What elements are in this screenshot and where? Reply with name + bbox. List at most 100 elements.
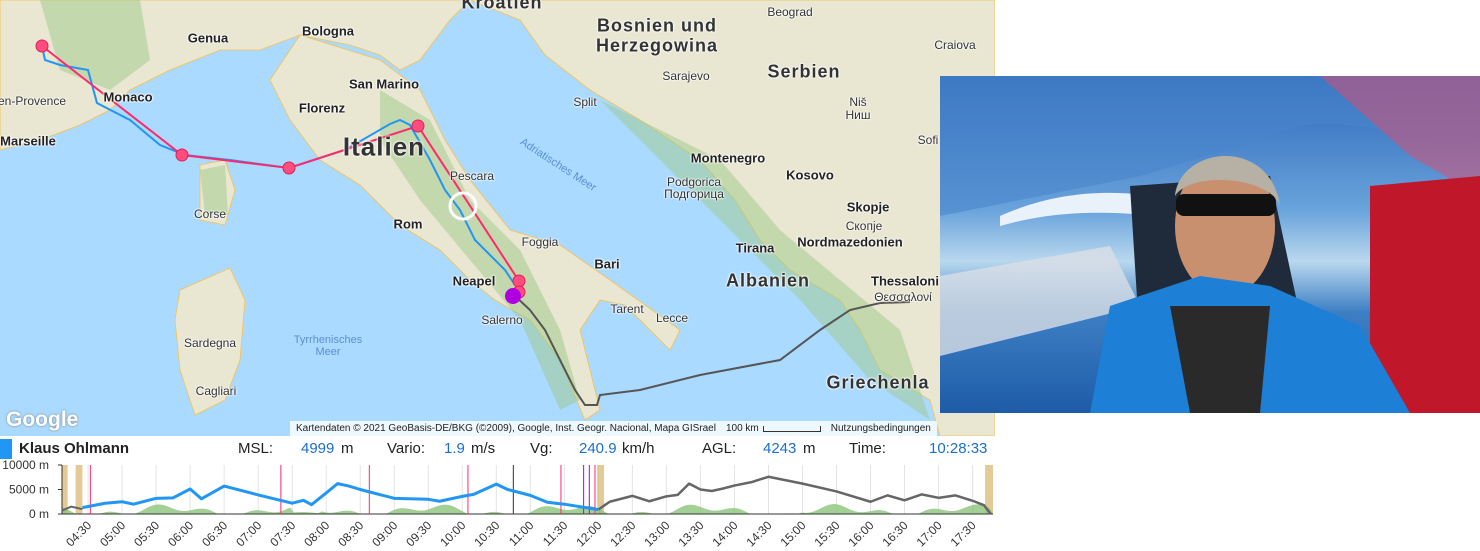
map-label: -en-Provence bbox=[0, 94, 67, 108]
map-label: Lecce bbox=[655, 311, 689, 325]
x-tick-label: 05:30 bbox=[131, 518, 162, 549]
scale-bar[interactable]: 100 km bbox=[726, 423, 821, 434]
map-label: Griechenla bbox=[826, 372, 930, 393]
vg-unit: km/h bbox=[622, 440, 655, 457]
turnpoint-marker bbox=[282, 161, 296, 175]
x-tick-label: 09:30 bbox=[403, 518, 434, 549]
vario-label: Vario: bbox=[387, 440, 426, 457]
x-tick-label: 13:00 bbox=[641, 518, 672, 549]
vario-unit: m/s bbox=[471, 440, 496, 457]
map-label: Neapel bbox=[452, 273, 496, 289]
other-altitude-line bbox=[61, 505, 83, 512]
map-label: Thessaloni bbox=[871, 273, 939, 289]
takeoff-landing-band bbox=[597, 465, 605, 514]
map-label: Kroatien bbox=[461, 0, 543, 13]
x-tick-label: 14:00 bbox=[709, 518, 740, 549]
map-label: Marseille bbox=[0, 133, 56, 149]
turnpoint-marker bbox=[35, 39, 49, 53]
turnpoint-marker bbox=[512, 274, 526, 288]
msl-label: MSL: bbox=[238, 440, 274, 457]
map-label: Albanien bbox=[725, 270, 811, 291]
y-tick-label: 0 m bbox=[29, 507, 49, 521]
attribution-text: Kartendaten © 2021 GeoBasis-DE/BKG (©200… bbox=[296, 423, 716, 434]
map-label: Nordmazedonien bbox=[797, 234, 903, 250]
map-label: Bosnien und bbox=[597, 15, 717, 36]
x-tick-label: 16:00 bbox=[846, 518, 877, 549]
cockpit-selfie-image bbox=[940, 76, 1480, 413]
time-value: 10:28:33 bbox=[929, 440, 988, 457]
map-label: Tarent bbox=[610, 302, 644, 316]
map-label: Florenz bbox=[298, 100, 346, 116]
map-terrain bbox=[0, 0, 995, 436]
time-label: Time: bbox=[849, 440, 886, 457]
map-attribution: Kartendaten © 2021 GeoBasis-DE/BKG (©200… bbox=[290, 421, 937, 436]
x-tick-label: 16:30 bbox=[880, 518, 911, 549]
google-logo: Google bbox=[6, 408, 79, 431]
map[interactable]: Kroatien Bosnien und Herzegowina Beograd Cra… bbox=[0, 0, 995, 436]
agl-label: AGL: bbox=[702, 440, 737, 457]
vg-value: 240.9 bbox=[579, 440, 617, 457]
msl-unit: m bbox=[341, 440, 354, 457]
map-label: Sarajevo bbox=[662, 69, 710, 83]
x-tick-label: 10:00 bbox=[437, 518, 468, 549]
map-label: Italien bbox=[342, 131, 426, 162]
map-label: San Marino bbox=[348, 76, 420, 92]
pilot-name[interactable]: Klaus Ohlmann bbox=[19, 440, 130, 457]
map-label: Kosovo bbox=[786, 167, 834, 183]
map-label: Cagliari bbox=[195, 384, 237, 398]
pilot-color-swatch bbox=[0, 439, 12, 459]
map-label: Salerno bbox=[481, 313, 523, 327]
map-label: Bari bbox=[594, 256, 620, 272]
vg-label: Vg: bbox=[530, 440, 553, 457]
map-label: Tirana bbox=[735, 240, 775, 256]
map-label: Podgorica bbox=[666, 175, 722, 189]
y-tick-label: 10000 m bbox=[2, 460, 49, 472]
agl-value: 4243 bbox=[763, 440, 797, 457]
map-label: Pescara bbox=[449, 169, 495, 183]
map-label: Ниш bbox=[845, 108, 871, 122]
flight-status-bar: Klaus Ohlmann MSL: 4999 m Vario: 1.9 m/s… bbox=[0, 437, 995, 461]
map-label: Genua bbox=[187, 30, 229, 46]
map-label: Split bbox=[573, 95, 597, 109]
map-label: Corse bbox=[193, 207, 227, 221]
x-tick-label: 15:30 bbox=[811, 518, 842, 549]
map-label: Tyrrhenisches bbox=[293, 334, 363, 346]
other-altitude-line bbox=[597, 475, 992, 515]
map-label: Скопје bbox=[845, 219, 883, 233]
x-tick-label: 09:00 bbox=[369, 518, 400, 549]
x-tick-label: 11:30 bbox=[540, 518, 571, 549]
x-tick-label: 14:30 bbox=[743, 518, 774, 549]
turnpoint-marker bbox=[175, 148, 189, 162]
x-tick-label: 15:00 bbox=[777, 518, 808, 549]
map-label: Meer bbox=[315, 346, 341, 358]
other-pilot-track bbox=[512, 293, 911, 406]
takeoff-landing-band bbox=[985, 465, 993, 514]
altitude-chart[interactable]: 04:30 05:00 05:30 06:00 06:30 07:00 07:30 08:00… bbox=[0, 460, 995, 551]
x-tick-label: 11:00 bbox=[506, 518, 537, 549]
map-label: Θεσσαλονί bbox=[874, 290, 932, 304]
map-label: Montenegro bbox=[690, 150, 766, 166]
glider-position-ring bbox=[448, 191, 478, 221]
map-label: Подгорица bbox=[664, 187, 724, 201]
scale-bar-line bbox=[762, 425, 821, 432]
map-label: Serbien bbox=[767, 61, 841, 82]
map-label: Skopje bbox=[846, 199, 890, 215]
map-label: Bologna bbox=[302, 23, 354, 39]
x-tick-label: 06:30 bbox=[199, 518, 230, 549]
terms-link[interactable]: Nutzungsbedingungen bbox=[830, 423, 931, 434]
map-label: Sardegna bbox=[183, 336, 237, 350]
map-label: Rom bbox=[393, 216, 423, 232]
x-tick-label: 12:00 bbox=[573, 518, 604, 549]
map-label: Beograd bbox=[767, 5, 813, 19]
x-tick-label: 10:30 bbox=[471, 518, 502, 549]
scale-label: 100 km bbox=[725, 423, 759, 434]
x-tick-label: 08:00 bbox=[301, 518, 332, 549]
y-tick-label: 5000 m bbox=[9, 483, 49, 497]
altitude-line bbox=[82, 482, 599, 512]
x-tick-label: 17:00 bbox=[914, 518, 945, 549]
x-tick-label: 12:30 bbox=[607, 518, 638, 549]
vario-value: 1.9 bbox=[444, 440, 465, 457]
takeoff-landing-band bbox=[62, 465, 68, 514]
x-tick-label: 06:00 bbox=[165, 518, 196, 549]
current-position-marker bbox=[505, 288, 521, 304]
